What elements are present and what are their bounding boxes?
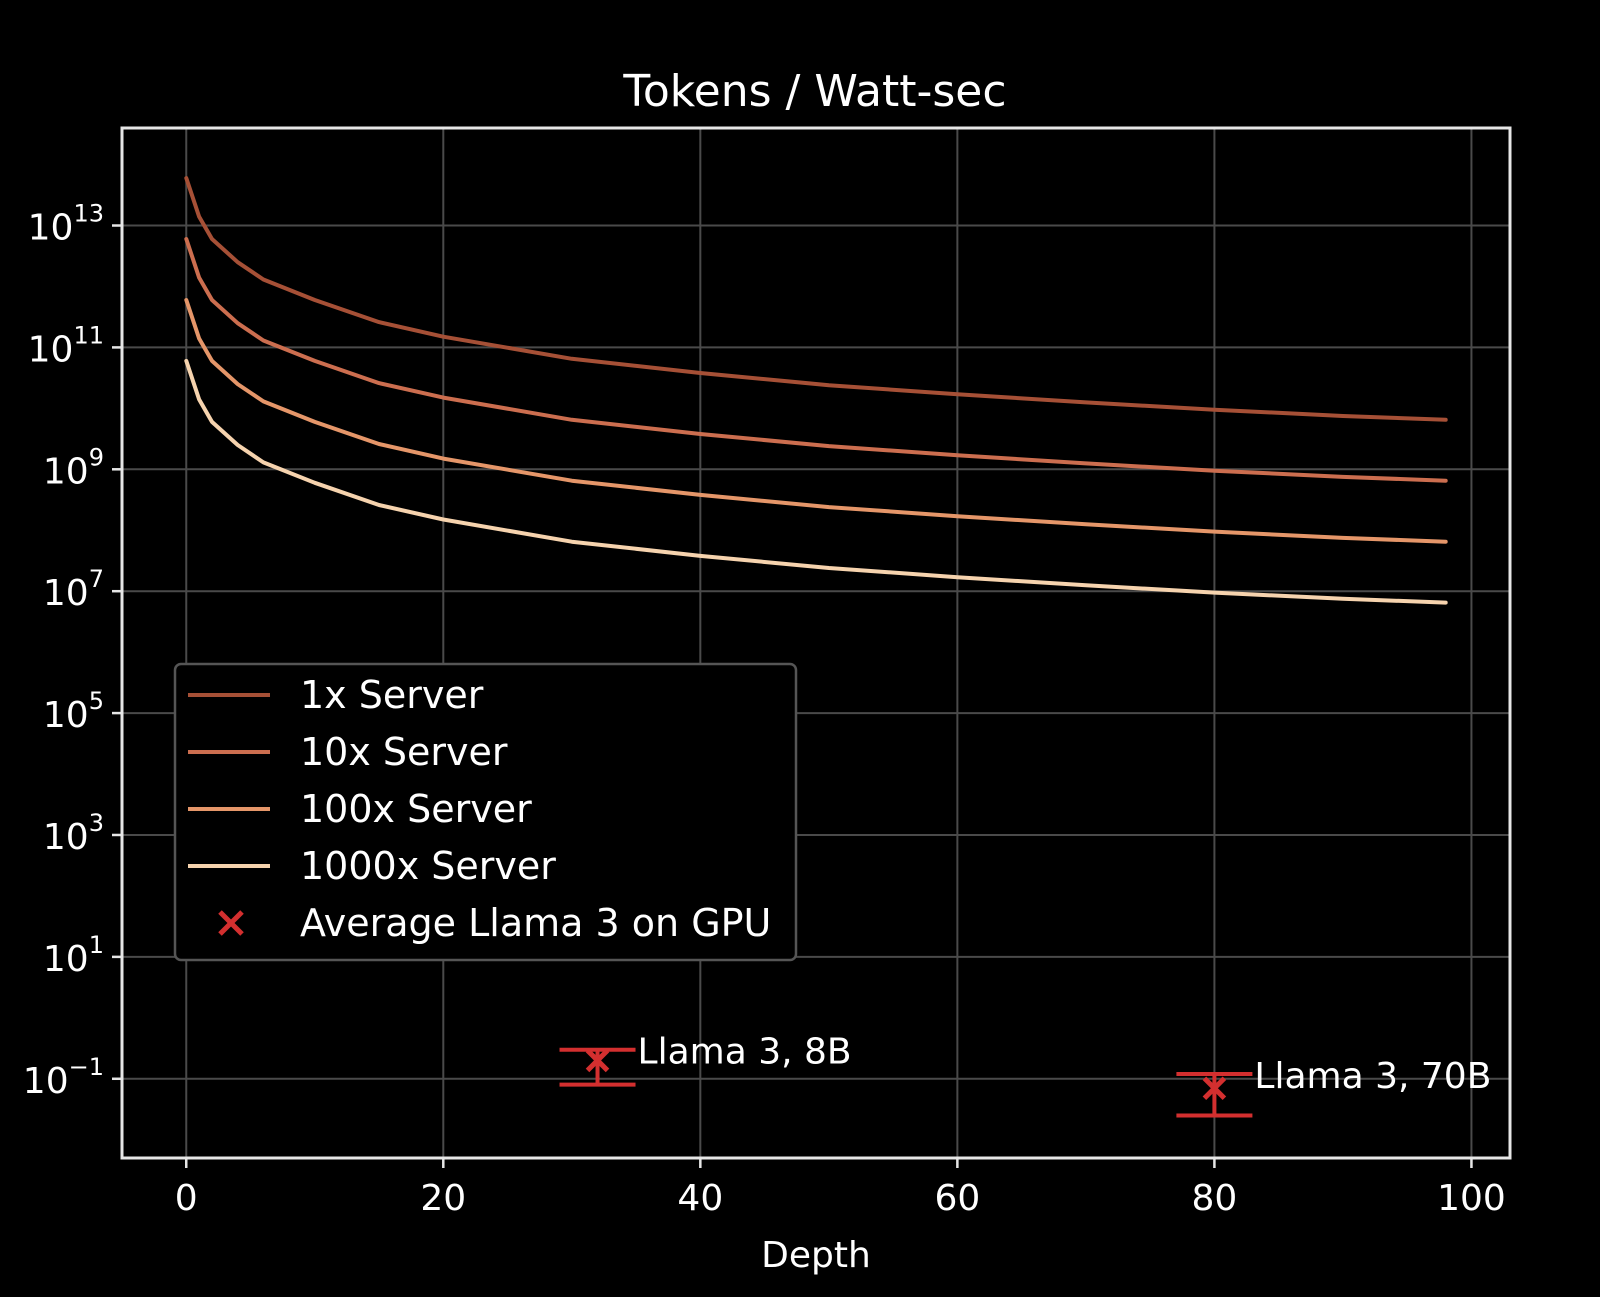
- marker-stroke: [585, 1048, 610, 1073]
- y-tick-base: 10: [43, 573, 89, 614]
- legend-label: 10x Server: [300, 730, 508, 774]
- y-tick-exponent: 1: [89, 931, 104, 959]
- legend: 1x Server 10x Server 100x Server 1000x Serv…: [173, 662, 798, 962]
- y-tick-label: 10−1: [23, 1053, 104, 1102]
- x-tick-label: 20: [420, 1178, 466, 1219]
- y-tick-exponent: 11: [73, 321, 104, 349]
- y-tick-base: 10: [43, 695, 89, 736]
- marker-stroke: [218, 910, 244, 936]
- y-tick-label: 103: [43, 809, 104, 858]
- series-line-3: [184, 298, 1448, 544]
- point-annotation: Llama 3, 8B: [638, 1032, 852, 1073]
- y-tick-exponent: 7: [89, 565, 104, 593]
- y-tick-label: 1011: [28, 321, 104, 370]
- scatter-points: Llama 3, 8B Llama 3, 70B: [559, 1032, 1491, 1118]
- y-tick-label: 109: [43, 443, 104, 492]
- chart-title: Tokens / Watt-sec: [622, 66, 1006, 117]
- legend-box: [173, 662, 798, 962]
- y-tick-exponent: 3: [89, 809, 104, 837]
- scatter-point-group: Llama 3, 8B: [559, 1032, 852, 1087]
- legend-entries: 1x Server 10x Server 100x Server 1000x Serv…: [188, 673, 771, 945]
- x-tick-label: 40: [677, 1178, 723, 1219]
- y-tick-label: 1013: [28, 200, 104, 249]
- series-lines: [184, 176, 1448, 605]
- series-line-2: [184, 237, 1448, 483]
- y-tick-exponent: −1: [69, 1053, 104, 1081]
- y-tick-label: 101: [43, 931, 104, 980]
- x-tick-label: 0: [175, 1178, 198, 1219]
- x-axis-ticks: 0 20 40 60 80 100: [175, 1158, 1506, 1219]
- x-tick-label: 100: [1437, 1178, 1506, 1219]
- y-tick-exponent: 13: [73, 200, 104, 228]
- legend-label: Average Llama 3 on GPU: [300, 901, 771, 945]
- series-line-1: [184, 176, 1448, 422]
- legend-swatch-marker: [218, 910, 244, 936]
- x-tick-label: 60: [934, 1178, 980, 1219]
- y-tick-base: 10: [43, 451, 89, 492]
- y-tick-label: 105: [43, 687, 104, 736]
- legend-label: 1x Server: [300, 673, 484, 717]
- x-axis-label: Depth: [761, 1235, 871, 1276]
- y-tick-base: 10: [23, 1061, 69, 1102]
- scatter-marker-x: [585, 1048, 610, 1073]
- y-tick-exponent: 5: [89, 687, 104, 715]
- scatter-point-group: Llama 3, 70B: [1176, 1056, 1491, 1118]
- y-tick-base: 10: [43, 817, 89, 858]
- x-tick-label: 80: [1192, 1178, 1238, 1219]
- series-line-4: [184, 358, 1448, 605]
- y-tick-base: 10: [43, 939, 89, 980]
- scatter-marker-x: [1202, 1076, 1227, 1100]
- y-tick-base: 10: [28, 208, 74, 249]
- point-annotation: Llama 3, 70B: [1254, 1056, 1491, 1097]
- marker-stroke: [1202, 1076, 1227, 1100]
- legend-label: 100x Server: [300, 787, 532, 831]
- y-tick-exponent: 9: [89, 443, 104, 471]
- y-tick-base: 10: [28, 329, 74, 370]
- legend-label: 1000x Server: [300, 844, 556, 888]
- plot-frame: [120, 126, 1512, 1160]
- y-tick-label: 107: [43, 565, 104, 614]
